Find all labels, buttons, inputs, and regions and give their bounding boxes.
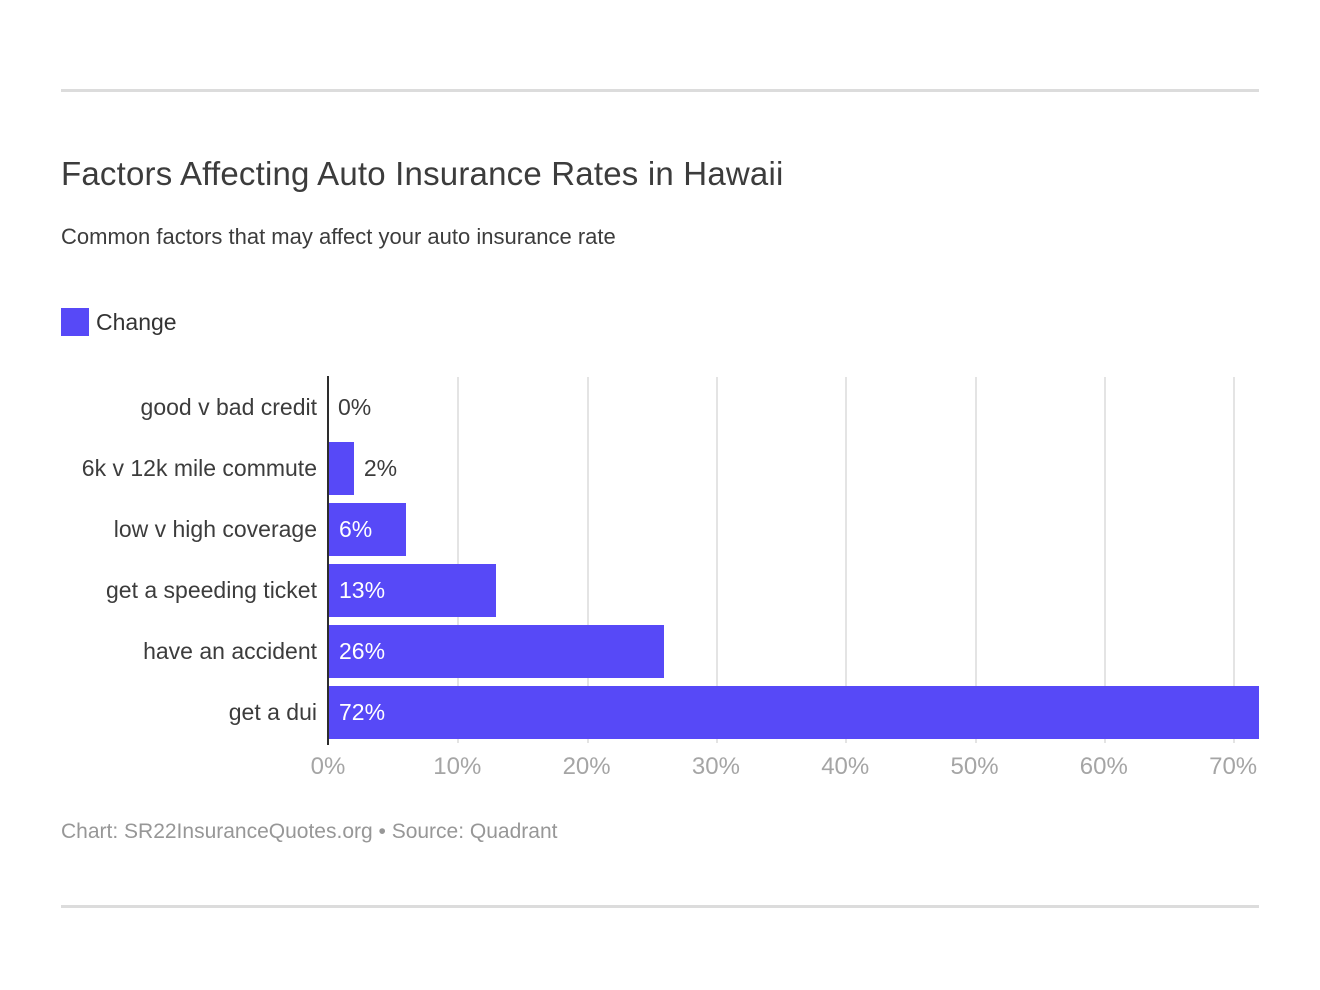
bar-value-label: 2%	[363, 455, 398, 481]
gridline	[457, 377, 460, 743]
bar-value-label: 0%	[338, 394, 372, 420]
gridline	[586, 377, 589, 743]
bar-row: 0%	[328, 377, 1259, 438]
chart-title: Factors Affecting Auto Insurance Rates i…	[61, 155, 784, 192]
x-tick-label: 50%	[950, 753, 999, 780]
category-label: low v high coverage	[113, 516, 317, 542]
category-label: have an accident	[143, 638, 317, 664]
bar-value-label: 26%	[339, 638, 386, 664]
bar-value-label: 72%	[339, 699, 386, 725]
category-label: 6k v 12k mile commute	[81, 455, 317, 481]
bar	[328, 503, 406, 556]
category-label: get a speeding ticket	[106, 577, 317, 603]
x-tick-label: 0%	[310, 753, 346, 780]
source-attribution: Chart: SR22InsuranceQuotes.org • Source:…	[61, 820, 558, 843]
bar-row: 26%	[328, 621, 1259, 682]
y-axis-line	[327, 376, 329, 745]
bar	[328, 564, 497, 617]
bar-value-label: 13%	[339, 577, 386, 603]
gridline	[974, 377, 977, 743]
bar-chart: good v bad credit 6k v 12k mile commute lo…	[61, 376, 1259, 785]
category-axis: good v bad credit 6k v 12k mile commute lo…	[61, 377, 328, 743]
gridline	[1103, 377, 1106, 743]
top-divider	[61, 89, 1259, 92]
legend-label: Change	[96, 308, 177, 335]
x-tick-label: 20%	[562, 753, 611, 780]
bar-row: 13%	[328, 560, 1259, 621]
x-tick-label: 30%	[691, 753, 740, 780]
gridline	[1233, 377, 1236, 743]
category-label: get a dui	[228, 699, 317, 725]
bar	[328, 442, 354, 495]
chart-subtitle: Common factors that may affect your auto…	[61, 224, 616, 249]
bar-value-label: 6%	[339, 516, 373, 542]
x-tick-label: 60%	[1079, 753, 1128, 780]
gridline	[845, 377, 848, 743]
gridline	[715, 377, 718, 743]
bar	[328, 686, 1259, 739]
x-tick-label: 10%	[433, 753, 482, 780]
plot-area: 0% 2% 6% 13% 26% 72%	[327, 376, 1259, 745]
x-axis: 0% 10% 20% 30% 40% 50% 60% 70%	[311, 743, 1259, 785]
bar-row: 72%	[328, 682, 1259, 743]
legend-color-swatch	[61, 308, 89, 336]
bar-row: 6%	[328, 499, 1259, 560]
x-tick-label: 40%	[821, 753, 870, 780]
bottom-divider	[61, 905, 1259, 908]
bar-row: 2%	[328, 438, 1259, 499]
legend: Change	[61, 308, 177, 336]
x-tick-label: 70%	[1209, 753, 1258, 780]
bar	[328, 625, 665, 678]
category-label: good v bad credit	[140, 394, 317, 420]
